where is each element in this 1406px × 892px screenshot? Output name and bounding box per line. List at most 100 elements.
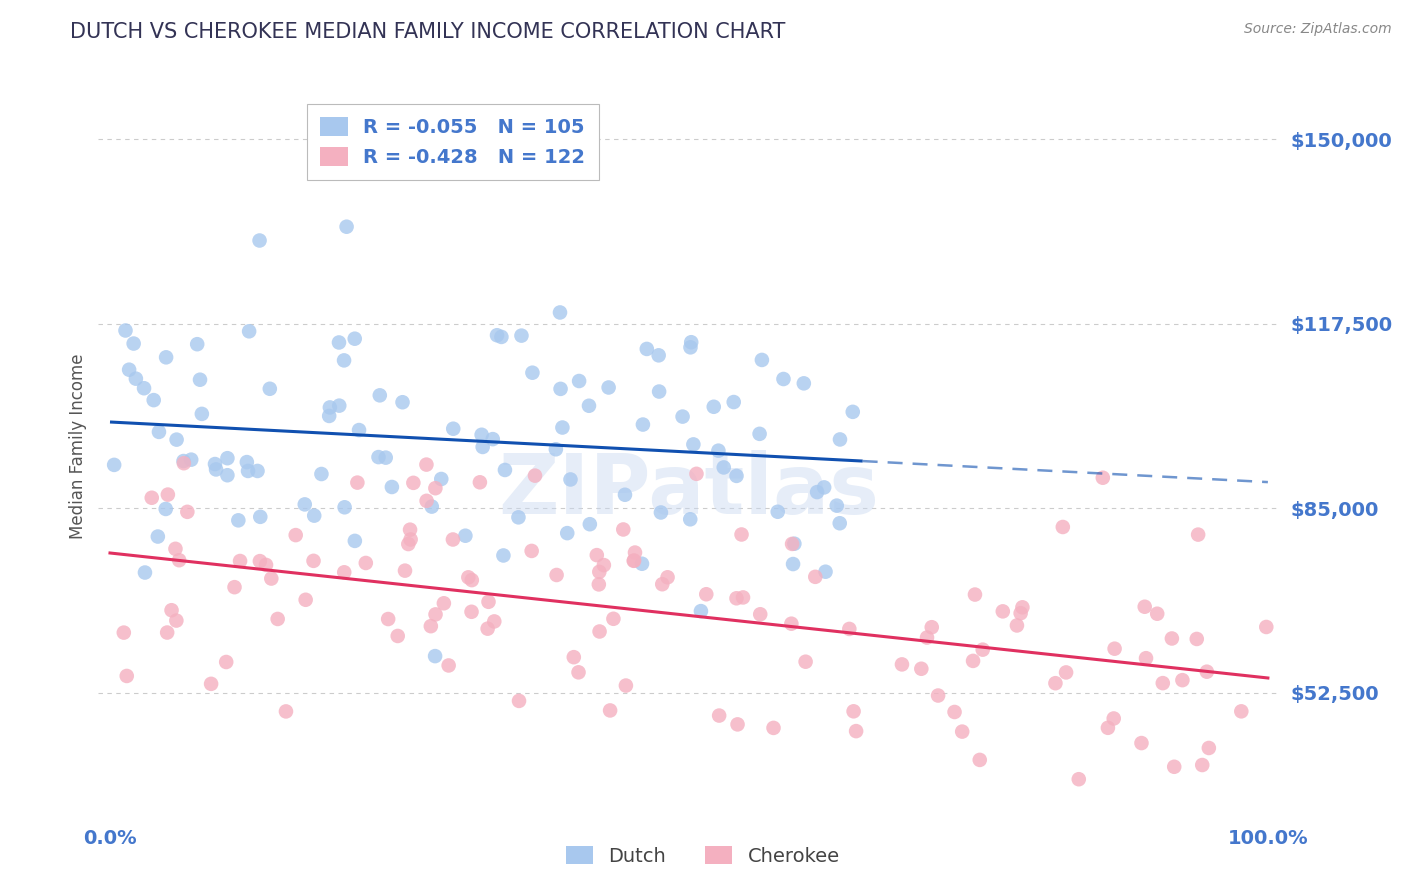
- Point: [420, 500, 443, 514]
- Point: [165, 614, 187, 628]
- Point: [648, 384, 671, 399]
- Point: [176, 505, 198, 519]
- Point: [772, 372, 794, 386]
- Point: [804, 570, 827, 584]
- Point: [486, 328, 509, 343]
- Point: [682, 437, 704, 451]
- Point: [963, 588, 986, 602]
- Point: [749, 607, 772, 622]
- Point: [132, 381, 155, 395]
- Point: [430, 472, 453, 486]
- Point: [1185, 632, 1208, 646]
- Point: [114, 324, 136, 338]
- Point: [679, 340, 702, 354]
- Text: ZIPatlas: ZIPatlas: [499, 450, 879, 532]
- Point: [347, 423, 370, 437]
- Point: [522, 366, 544, 380]
- Point: [1067, 772, 1090, 787]
- Point: [381, 480, 404, 494]
- Point: [328, 399, 350, 413]
- Point: [491, 330, 513, 344]
- Point: [845, 724, 868, 739]
- Point: [1130, 736, 1153, 750]
- Legend: Dutch, Cherokee: Dutch, Cherokee: [558, 838, 848, 873]
- Point: [318, 409, 340, 423]
- Point: [155, 351, 177, 365]
- Point: [229, 554, 252, 568]
- Point: [217, 451, 239, 466]
- Point: [377, 612, 399, 626]
- Point: [943, 705, 966, 719]
- Point: [396, 537, 419, 551]
- Point: [762, 721, 785, 735]
- Point: [780, 616, 803, 631]
- Point: [415, 493, 437, 508]
- Point: [415, 458, 437, 472]
- Point: [703, 400, 725, 414]
- Point: [647, 348, 669, 362]
- Point: [636, 342, 658, 356]
- Point: [567, 665, 589, 680]
- Point: [155, 502, 177, 516]
- Point: [246, 464, 269, 478]
- Point: [204, 457, 226, 471]
- Point: [484, 615, 506, 629]
- Point: [592, 558, 614, 573]
- Point: [624, 545, 647, 559]
- Point: [560, 473, 582, 487]
- Point: [165, 541, 187, 556]
- Point: [713, 460, 735, 475]
- Point: [387, 629, 409, 643]
- Point: [679, 512, 702, 526]
- Point: [578, 399, 600, 413]
- Point: [259, 382, 281, 396]
- Point: [551, 420, 574, 434]
- Point: [588, 624, 610, 639]
- Point: [568, 374, 591, 388]
- Point: [550, 382, 572, 396]
- Point: [166, 433, 188, 447]
- Point: [631, 557, 654, 571]
- Point: [399, 523, 422, 537]
- Point: [186, 337, 208, 351]
- Point: [1171, 673, 1194, 687]
- Point: [274, 705, 297, 719]
- Point: [122, 336, 145, 351]
- Point: [599, 703, 621, 717]
- Point: [142, 393, 165, 408]
- Point: [228, 513, 250, 527]
- Point: [148, 425, 170, 439]
- Point: [1187, 527, 1209, 541]
- Point: [927, 689, 949, 703]
- Point: [141, 491, 163, 505]
- Point: [828, 433, 851, 447]
- Point: [969, 753, 991, 767]
- Point: [319, 401, 342, 415]
- Point: [1256, 620, 1278, 634]
- Point: [419, 619, 441, 633]
- Point: [725, 469, 748, 483]
- Point: [1133, 599, 1156, 614]
- Point: [1091, 471, 1114, 485]
- Legend: R = -0.055   N = 105, R = -0.428   N = 122: R = -0.055 N = 105, R = -0.428 N = 122: [307, 103, 599, 180]
- Point: [125, 372, 148, 386]
- Point: [1135, 651, 1157, 665]
- Point: [367, 450, 389, 464]
- Point: [146, 530, 169, 544]
- Point: [156, 625, 179, 640]
- Point: [614, 679, 637, 693]
- Point: [302, 508, 325, 523]
- Point: [1102, 711, 1125, 725]
- Point: [294, 497, 316, 511]
- Point: [425, 607, 447, 622]
- Point: [433, 596, 456, 610]
- Point: [173, 454, 195, 468]
- Point: [441, 422, 464, 436]
- Point: [1195, 665, 1218, 679]
- Point: [731, 591, 754, 605]
- Point: [671, 409, 693, 424]
- Point: [520, 544, 543, 558]
- Point: [1052, 520, 1074, 534]
- Point: [1010, 606, 1032, 620]
- Point: [336, 219, 359, 234]
